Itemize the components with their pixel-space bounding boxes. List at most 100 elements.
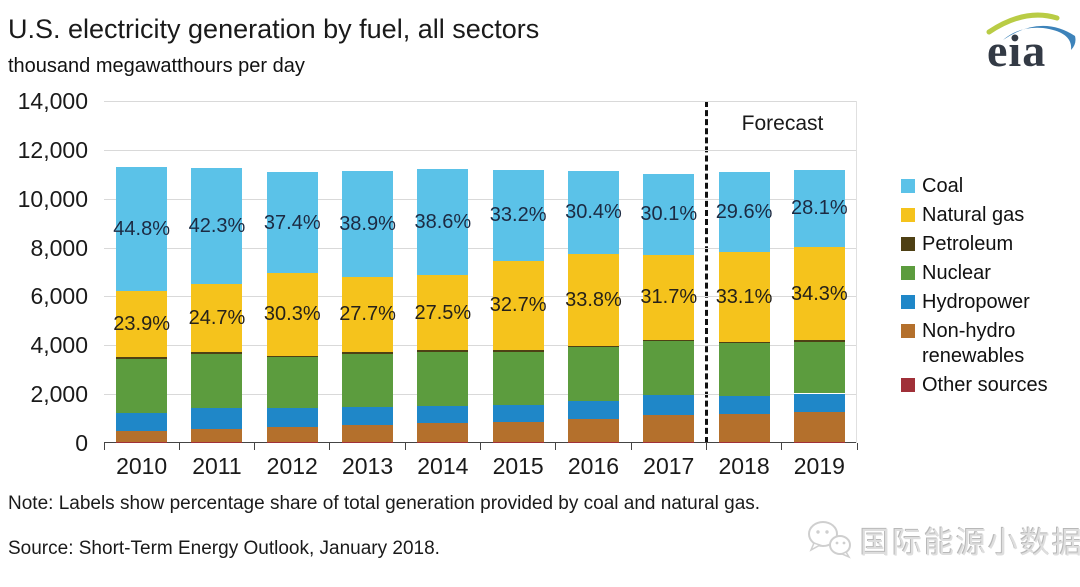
gridline-2000 xyxy=(104,394,856,396)
gas-share-label-2019: 34.3% xyxy=(790,282,848,305)
bar-2016-segment-petroleum xyxy=(567,345,619,348)
bar-2010-segment-nuclear xyxy=(116,359,168,414)
chart-legend: Coal Natural gas Petroleum Nuclear Hydropowe… xyxy=(901,174,1079,402)
y-axis-label-4000: 4,000 xyxy=(30,332,88,359)
x-axis-tick xyxy=(705,443,707,450)
chart-note: Note: Labels show percentage share of to… xyxy=(8,493,761,514)
bar-2019-segment-petroleum xyxy=(793,340,845,342)
x-axis-tick xyxy=(555,443,557,450)
y-axis-label-14000: 14,000 xyxy=(17,88,88,114)
x-axis: 2010 2011 2012 2013 2014 2015 2016 2017 2018 2019 xyxy=(104,453,857,483)
x-axis-tick xyxy=(781,443,783,450)
legend-label-hydropower: Hydropower xyxy=(922,291,1030,313)
coal-share-label-2018: 29.6% xyxy=(715,201,773,224)
bar-2018-segment-coal xyxy=(718,172,770,253)
legend-swatch-coal xyxy=(901,179,915,193)
bar-2010-segment-hydropower xyxy=(116,413,168,431)
legend-swatch-nuclear xyxy=(901,266,915,280)
bar-2019-segment-nuclear xyxy=(793,341,845,394)
bar-2018-segment-natural-gas xyxy=(718,252,770,342)
bar-2010-segment-natural-gas xyxy=(116,290,168,357)
gridline-6000 xyxy=(104,296,856,298)
bar-2016-segment-coal xyxy=(567,170,619,254)
bar-2012-segment-nuclear xyxy=(266,357,318,409)
x-axis-label-2015: 2015 xyxy=(492,453,544,479)
bar-2010-segment-petroleum xyxy=(116,356,168,360)
x-axis-label-2017: 2017 xyxy=(643,453,695,479)
bar-2012-segment-non-hydro-renewables xyxy=(266,426,318,442)
bar-2017-segment-hydropower xyxy=(643,394,695,415)
legend-label-other-sources: Other sources xyxy=(922,374,1048,396)
bar-2012-segment-natural-gas xyxy=(266,273,318,356)
bar-2015-segment-other-sources xyxy=(492,441,544,443)
coal-share-label-2014: 38.6% xyxy=(414,211,472,234)
gas-share-label-2015: 32.7% xyxy=(489,294,547,317)
bar-2011-segment-coal xyxy=(191,168,243,285)
gridline-12000 xyxy=(104,149,856,151)
legend-item-petroleum: Petroleum xyxy=(901,232,1079,257)
bar-2010-segment-coal xyxy=(116,166,168,291)
bar-2015-segment-nuclear xyxy=(492,351,544,406)
eia-logo: eia xyxy=(983,4,1079,74)
bar-2015-segment-non-hydro-renewables xyxy=(492,421,544,442)
coal-share-label-2016: 30.4% xyxy=(565,201,622,224)
legend-item-coal: Coal xyxy=(901,174,1079,199)
legend-swatch-natural-gas xyxy=(901,208,915,222)
legend-item-other-sources: Other sources xyxy=(901,373,1079,398)
x-axis-tick xyxy=(856,443,858,450)
legend-swatch-non-hydro-renewables xyxy=(901,324,915,338)
x-axis-label-2010: 2010 xyxy=(116,453,168,479)
bar-2017-segment-nuclear xyxy=(643,341,695,395)
plot-area: Forecast 44.8% 23.9% 42.3% 24.7% 37.4% 30.3% 3… xyxy=(103,101,858,450)
bar-2019-segment-natural-gas xyxy=(793,246,845,341)
legend-label-nuclear: Nuclear xyxy=(922,262,991,284)
bar-2013-segment-coal xyxy=(342,170,394,277)
bar-2011-segment-hydropower xyxy=(191,407,243,429)
coal-share-label-2011: 42.3% xyxy=(188,215,246,238)
gridline-10000 xyxy=(104,198,856,200)
legend-swatch-hydropower xyxy=(901,295,915,309)
eia-logo-swoosh-icon xyxy=(986,12,1076,50)
bar-2011-segment-petroleum xyxy=(191,352,243,355)
legend-item-hydropower: Hydropower xyxy=(901,290,1079,315)
bar-2015-segment-petroleum xyxy=(492,349,544,352)
x-axis-label-2014: 2014 xyxy=(417,453,469,479)
gas-share-label-2012: 30.3% xyxy=(263,303,321,326)
gas-share-label-2014: 27.5% xyxy=(414,301,472,324)
bar-2019-segment-hydropower xyxy=(793,393,845,412)
coal-share-label-2010: 44.8% xyxy=(113,217,171,240)
gas-share-label-2018: 33.1% xyxy=(715,286,773,309)
coal-share-label-2017: 30.1% xyxy=(640,203,698,226)
y-axis-label-6000: 6,000 xyxy=(30,283,88,310)
x-axis-tick xyxy=(630,443,632,450)
bar-2018-segment-petroleum xyxy=(718,341,770,344)
x-axis-tick xyxy=(103,443,105,450)
y-axis-label-10000: 10,000 xyxy=(17,185,88,212)
bar-2016-segment-nuclear xyxy=(567,347,619,401)
page-subtitle: thousand megawatthours per day xyxy=(8,55,305,77)
bar-2016-segment-hydropower xyxy=(567,400,619,419)
legend-swatch-other-sources xyxy=(901,378,915,392)
bar-2017-segment-non-hydro-renewables xyxy=(643,414,695,442)
legend-swatch-petroleum xyxy=(901,237,915,251)
y-axis-label-12000: 12,000 xyxy=(17,136,88,163)
chart-source: Source: Short-Term Energy Outlook, Janua… xyxy=(8,538,440,559)
bar-2014-segment-natural-gas xyxy=(417,275,469,351)
y-axis-label-0: 0 xyxy=(75,430,88,456)
bar-2014-segment-petroleum xyxy=(417,350,469,353)
legend-label-natural-gas: Natural gas xyxy=(922,204,1025,226)
bar-2018-segment-hydropower xyxy=(718,395,770,415)
bar-2017-segment-natural-gas xyxy=(643,254,695,341)
bar-2011-segment-natural-gas xyxy=(191,284,243,353)
coal-share-label-2019: 28.1% xyxy=(790,197,848,220)
bar-2018-segment-other-sources xyxy=(718,441,770,443)
y-axis-label-8000: 8,000 xyxy=(30,234,88,261)
coal-share-label-2012: 37.4% xyxy=(263,211,321,234)
x-axis-tick xyxy=(480,443,481,450)
legend-item-nuclear: Nuclear xyxy=(901,261,1079,286)
bar-2014-segment-nuclear xyxy=(417,352,469,406)
gridline-8000 xyxy=(104,247,856,249)
gas-share-label-2017: 31.7% xyxy=(640,286,698,309)
legend-item-non-hydro-renewables: Non-hydro renewables xyxy=(901,319,1079,369)
coal-share-label-2015: 33.2% xyxy=(489,204,547,227)
